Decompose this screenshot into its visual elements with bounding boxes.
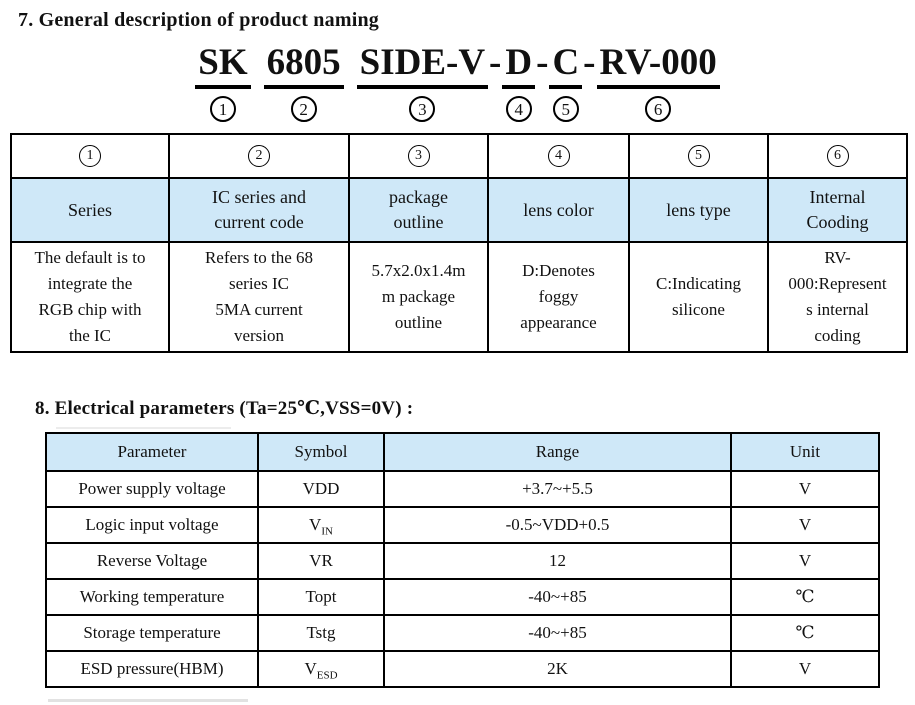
naming-segment-text: RV-000 xyxy=(596,42,720,90)
unit-cell: V xyxy=(730,506,880,544)
naming-segment-text: C xyxy=(549,42,583,90)
naming-segment-text: SIDE-V xyxy=(356,42,489,90)
range-cell: -40~+85 xyxy=(383,614,732,652)
unit-cell: V xyxy=(730,650,880,688)
circled-number-3-icon: 3 xyxy=(409,96,436,123)
electrical-header-cell: Parameter xyxy=(45,432,259,472)
naming-table-number-cell: 4 xyxy=(487,133,630,179)
electrical-parameter-row: Reverse Voltage VR 12 V xyxy=(45,542,880,580)
unit-cell: ℃ xyxy=(730,614,880,652)
range-cell: 2K xyxy=(383,650,732,688)
naming-table-description-cell: RV- 000:Represent s internal coding xyxy=(767,241,908,353)
naming-segment: 6805 2 xyxy=(263,42,344,123)
circled-number-2-icon: 2 xyxy=(290,96,317,123)
naming-segment-text: SK xyxy=(195,42,251,90)
naming-table-number-cell: 1 xyxy=(10,133,170,179)
scan-artifact-line xyxy=(56,427,231,429)
naming-table-description-cell: C:Indicating silicone xyxy=(628,241,769,353)
unit-cell: V xyxy=(730,542,880,580)
naming-table-description-cell: Refers to the 68 series IC 5MA current v… xyxy=(168,241,350,353)
circled-number-6-icon: 6 xyxy=(826,145,849,167)
circled-number-3-icon: 3 xyxy=(407,145,430,167)
naming-segment-text: D xyxy=(502,42,536,90)
symbol-subscript: IN xyxy=(321,525,333,538)
parameter-cell: Working temperature xyxy=(45,578,259,616)
naming-table-number-cell: 3 xyxy=(348,133,489,179)
naming-table-number-cell: 6 xyxy=(767,133,908,179)
range-cell: +3.7~+5.5 xyxy=(383,470,732,508)
electrical-header-row: Parameter Symbol Range Unit xyxy=(45,432,880,472)
electrical-header-cell: Unit xyxy=(730,432,880,472)
naming-separator: - xyxy=(536,42,549,83)
unit-cell: V xyxy=(730,470,880,508)
symbol-cell: VIN xyxy=(257,506,385,544)
naming-table-description-cell: 5.7x2.0x1.4m m package outline xyxy=(348,241,489,353)
naming-table-description-row: The default is to integrate the RGB chip… xyxy=(10,241,908,353)
naming-table-title-cell: Internal Cooding xyxy=(767,177,908,243)
circled-number-1-icon: 1 xyxy=(209,96,236,123)
electrical-header-cell: Range xyxy=(383,432,732,472)
range-cell: 12 xyxy=(383,542,732,580)
circled-number-5-icon: 5 xyxy=(552,96,579,123)
naming-table-number-cell: 2 xyxy=(168,133,350,179)
symbol-subscript: ESD xyxy=(316,669,338,682)
naming-table-title-cell: lens color xyxy=(487,177,630,243)
electrical-parameters-table: Parameter Symbol Range Unit Power supply vo… xyxy=(45,432,880,688)
naming-segment-text: 6805 xyxy=(263,42,344,90)
parameter-cell: Reverse Voltage xyxy=(45,542,259,580)
electrical-header-cell: Symbol xyxy=(257,432,385,472)
naming-separator: - xyxy=(489,42,502,83)
electrical-parameter-row: ESD pressure(HBM) VESD 2K V xyxy=(45,650,880,688)
section-7-heading: 7. General description of product naming xyxy=(18,9,379,31)
naming-table-title-cell: lens type xyxy=(628,177,769,243)
symbol-cell: Topt xyxy=(257,578,385,616)
parameter-cell: Power supply voltage xyxy=(45,470,259,508)
range-cell: -0.5~VDD+0.5 xyxy=(383,506,732,544)
naming-table-title-row: Series IC series and current code package … xyxy=(10,177,908,243)
symbol-cell: VESD xyxy=(257,650,385,688)
naming-table-title-cell: IC series and current code xyxy=(168,177,350,243)
parameter-cell: Logic input voltage xyxy=(45,506,259,544)
parameter-cell: Storage temperature xyxy=(45,614,259,652)
naming-table-description-cell: D:Denotes foggy appearance xyxy=(487,241,630,353)
naming-segment: RV-000 6 xyxy=(596,42,720,123)
circled-number-4-icon: 4 xyxy=(505,96,532,123)
symbol-cell: VDD xyxy=(257,470,385,508)
parameter-cell: ESD pressure(HBM) xyxy=(45,650,259,688)
naming-table-description-cell: The default is to integrate the RGB chip… xyxy=(10,241,170,353)
naming-legend-table: 1 2 3 4 5 6 Series IC series and current code pa… xyxy=(10,133,908,353)
range-cell: -40~+85 xyxy=(383,578,732,616)
circled-number-4-icon: 4 xyxy=(547,145,570,167)
symbol-cell: VR xyxy=(257,542,385,580)
scan-artifact-line xyxy=(48,699,248,702)
electrical-parameter-row: Storage temperature Tstg -40~+85 ℃ xyxy=(45,614,880,652)
unit-cell: ℃ xyxy=(730,578,880,616)
symbol-cell: Tstg xyxy=(257,614,385,652)
electrical-parameter-row: Working temperature Topt -40~+85 ℃ xyxy=(45,578,880,616)
naming-table-title-cell: Series xyxy=(10,177,170,243)
naming-separator: - xyxy=(583,42,596,83)
section-8-heading: 8. Electrical parameters (Ta=25℃,VSS=0V)… xyxy=(35,398,414,419)
naming-table-number-row: 1 2 3 4 5 6 xyxy=(10,133,908,179)
circled-number-6-icon: 6 xyxy=(645,96,672,123)
product-naming-diagram: SK 1 6805 2 SIDE-V 3- D 4- C 5- RV-000 6 xyxy=(0,42,915,123)
naming-segment: SK 1 xyxy=(195,42,251,123)
circled-number-1-icon: 1 xyxy=(79,145,101,167)
naming-segment: SIDE-V 3 xyxy=(356,42,489,123)
electrical-parameter-row: Logic input voltage VIN -0.5~VDD+0.5 V xyxy=(45,506,880,544)
circled-number-5-icon: 5 xyxy=(687,145,710,167)
electrical-parameter-row: Power supply voltage VDD +3.7~+5.5 V xyxy=(45,470,880,508)
naming-table-title-cell: package outline xyxy=(348,177,489,243)
naming-table-number-cell: 5 xyxy=(628,133,769,179)
circled-number-2-icon: 2 xyxy=(248,145,270,167)
